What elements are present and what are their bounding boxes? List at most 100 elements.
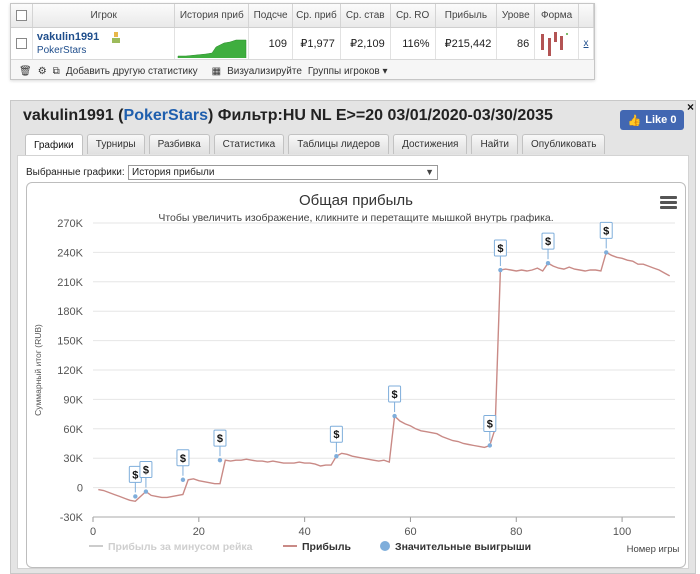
page-title: vakulin1991 (PokerStars) Фильтр:HU NL E>… <box>23 107 553 124</box>
legend-rake-label: Прибыль за минусом рейка <box>108 541 253 553</box>
legend-marker-swatch <box>380 541 390 551</box>
chart-svg: Общая прибыль Чтобы увеличить изображение… <box>33 192 680 555</box>
facebook-like-button[interactable]: 👍 Like 0 <box>620 110 684 130</box>
summary-header: Игрок История приб Подсче Ср. приб Ср. с… <box>11 4 594 28</box>
tab-find[interactable]: Найти <box>471 134 519 154</box>
avg-profit-cell: ₽1,977 <box>293 28 341 59</box>
y-tick-label: 0 <box>77 483 83 495</box>
trash-icon[interactable]: 🗑 <box>19 65 32 77</box>
chart-subtitle: Чтобы увеличить изображение, кликните и … <box>158 212 553 224</box>
marker-point <box>133 494 138 499</box>
col-count[interactable]: Подсче <box>249 4 294 27</box>
y-tick-label: 90K <box>63 394 83 406</box>
y-tick-label: 240K <box>57 247 83 259</box>
col-avg-profit[interactable]: Ср. приб <box>293 4 341 27</box>
marker-point <box>217 457 223 463</box>
title-player: vakulin1991 <box>23 107 114 124</box>
visualize-link[interactable]: Визуализируйте <box>227 65 302 77</box>
tab-achievements[interactable]: Достижения <box>393 134 468 154</box>
legend-profit-label: Прибыль <box>302 541 352 553</box>
marker-label: $ <box>545 236 551 248</box>
close-button[interactable]: × <box>687 100 695 114</box>
avg-roi-cell: 116% <box>391 28 436 59</box>
select-all-checkbox[interactable] <box>15 10 27 21</box>
marker-point <box>487 443 493 448</box>
marker-label: $ <box>487 418 493 430</box>
profit-cell: ₽215,442 <box>436 28 498 59</box>
tab-breakdown[interactable]: Разбивка <box>148 134 210 154</box>
legend-marker-label: Значительные выигрыши <box>395 541 531 553</box>
player-panel: × vakulin1991 (PokerStars) Фильтр:HU NL … <box>10 100 696 574</box>
site-link[interactable]: PokerStars <box>36 45 87 56</box>
tab-leaderboards[interactable]: Таблицы лидеров <box>288 134 390 154</box>
marker-point <box>498 267 503 273</box>
marker-point <box>545 260 551 266</box>
marker-label: $ <box>217 433 223 445</box>
like-label: Like 0 <box>645 114 677 126</box>
tab-tournaments[interactable]: Турниры <box>86 134 145 154</box>
tab-statistics[interactable]: Статистика <box>213 134 285 154</box>
marker-flag <box>213 429 227 447</box>
marker-flag <box>493 239 507 257</box>
chart-selector-value: История прибыли <box>132 167 215 178</box>
col-form[interactable]: Форма <box>535 4 580 27</box>
title-filter: Фильтр:HU NL E>=20 03/01/2020-03/30/2035 <box>217 107 553 124</box>
player-cell: vakulin1991 PokerStars <box>33 28 176 59</box>
title-site[interactable]: PokerStars <box>123 107 209 124</box>
marker-label: $ <box>143 465 149 477</box>
marker-label: $ <box>603 225 609 237</box>
remove-row-button[interactable]: x <box>579 28 595 59</box>
chart-selector-label: Выбранные графики: <box>26 167 125 178</box>
marker-point <box>392 413 397 419</box>
col-avg-stake[interactable]: Ср. став <box>341 4 391 27</box>
settings-icon[interactable]: ⚙ <box>37 65 47 77</box>
x-tick-label: 40 <box>299 526 311 538</box>
level-cell: 86 <box>497 28 536 59</box>
summary-panel: Игрок История приб Подсче Ср. приб Ср. с… <box>10 3 595 80</box>
marker-flag <box>541 232 555 250</box>
profit-chart[interactable]: Общая прибыль Чтобы увеличить изображение… <box>26 182 686 568</box>
chart-title: Общая прибыль <box>299 192 413 209</box>
col-player[interactable]: Игрок <box>33 4 176 27</box>
x-tick-label: 60 <box>404 526 416 538</box>
row-checkbox[interactable] <box>15 38 27 49</box>
y-tick-label: 60K <box>63 424 83 436</box>
marker-flag <box>483 414 497 432</box>
chart-selector[interactable]: История прибыли ▼ <box>128 165 438 180</box>
marker-point <box>604 250 609 255</box>
tab-bar: Графики Турниры Разбивка Статистика Табл… <box>25 134 606 155</box>
table-toolbar: 🗑 ⚙ ⧉ Добавить другую статистику ▦ Визуа… <box>11 61 594 81</box>
table-row: vakulin1991 PokerStars 109 ₽1,977 ₽2,109… <box>11 28 595 60</box>
caret-down-icon: ▾ <box>382 65 388 77</box>
y-tick-label: 270K <box>57 218 83 230</box>
col-avg-roi[interactable]: Ср. RO <box>391 4 436 27</box>
add-stat-icon: ⧉ <box>52 65 60 77</box>
marker-point <box>334 454 339 459</box>
y-axis-label: Суммарный итог (RUB) <box>33 324 43 416</box>
col-level[interactable]: Урове <box>497 4 536 27</box>
chart-menu-icon[interactable] <box>660 196 677 210</box>
col-profit[interactable]: Прибыль <box>436 4 498 27</box>
marker-flag <box>388 385 402 403</box>
marker-flag <box>176 449 190 467</box>
player-groups-dropdown[interactable]: Группы игроков ▾ <box>308 66 388 77</box>
select-all-cell[interactable] <box>11 4 33 27</box>
hands-cell: 109 <box>249 28 294 59</box>
profit-history-sparkline <box>175 28 250 59</box>
player-link[interactable]: vakulin1991 <box>36 31 100 43</box>
marker-point <box>180 477 186 482</box>
row-select-cell[interactable] <box>11 28 33 59</box>
tab-content: Выбранные графики: История прибыли ▼ Общ… <box>17 155 689 569</box>
marker-label: $ <box>333 429 339 441</box>
add-stat-link[interactable]: Добавить другую статистику <box>65 65 198 77</box>
x-tick-label: 100 <box>613 526 631 538</box>
col-profit-history[interactable]: История приб <box>175 4 250 27</box>
y-tick-label: 150K <box>57 336 83 348</box>
marker-label: $ <box>180 453 186 465</box>
tab-publish[interactable]: Опубликовать <box>522 134 606 154</box>
y-tick-label: 120K <box>57 365 83 377</box>
x-tick-label: 20 <box>193 526 205 538</box>
player-groups-label: Группы игроков <box>307 65 380 77</box>
tab-charts[interactable]: Графики <box>25 134 83 155</box>
marker-flag <box>139 461 153 479</box>
